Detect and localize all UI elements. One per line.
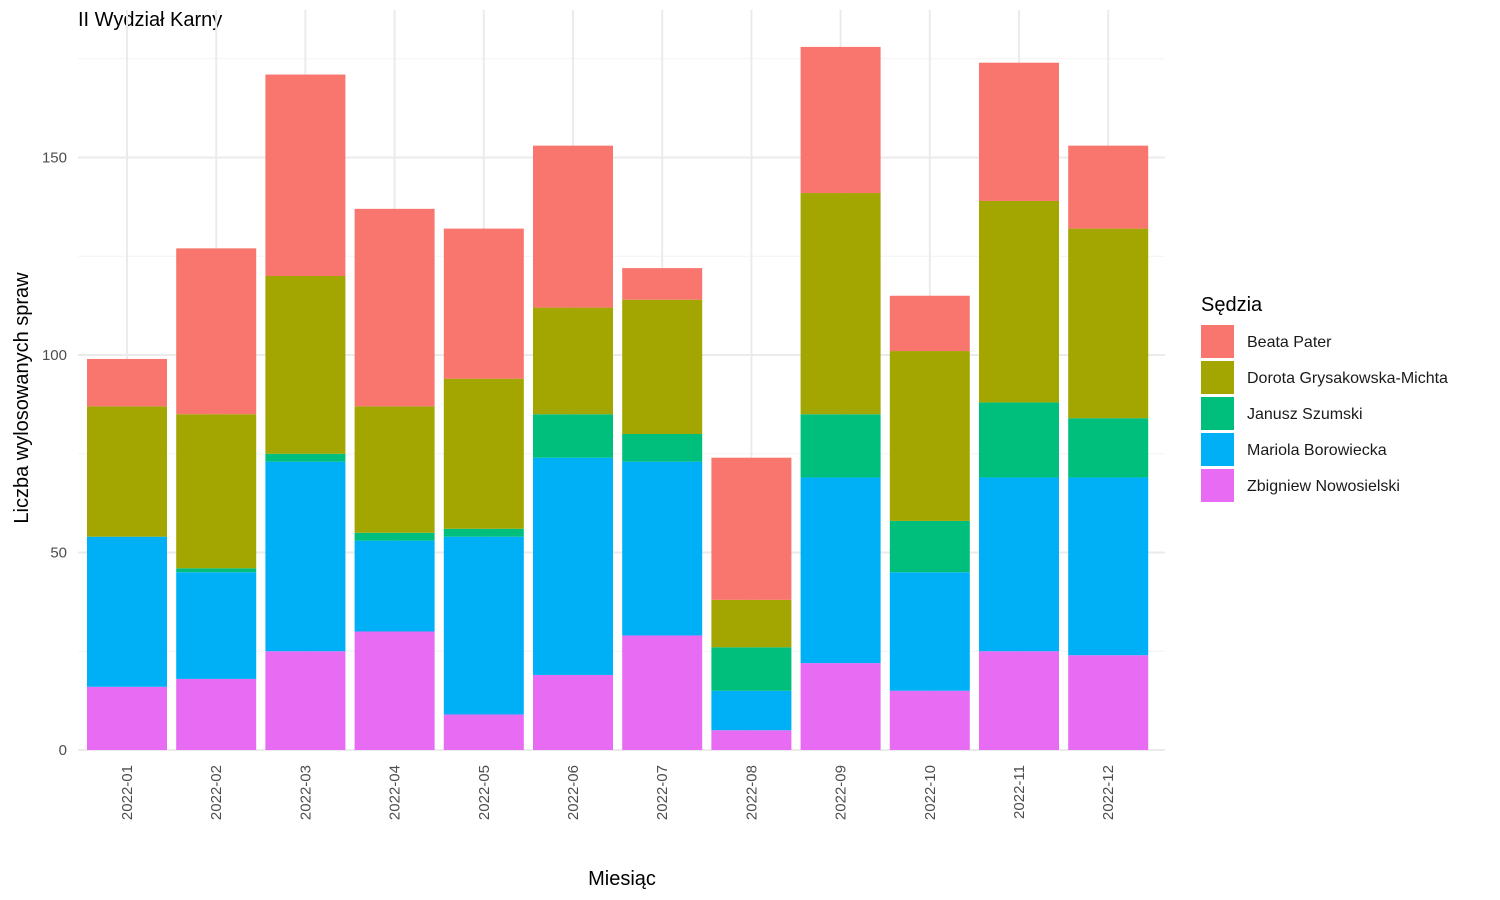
- bar-segment: [1068, 477, 1149, 656]
- legend-swatch: [1201, 397, 1234, 430]
- bar-segment: [176, 414, 257, 569]
- bar-segment: [800, 414, 881, 478]
- bar-segment: [1068, 655, 1149, 750]
- x-tick-label: 2022-03: [297, 765, 314, 820]
- bar-segment: [979, 477, 1059, 652]
- bar-segment: [265, 276, 346, 454]
- bar-segment: [533, 307, 613, 415]
- bar-segment: [354, 208, 435, 407]
- y-tick-label: 100: [42, 347, 67, 364]
- bar-segment: [1068, 418, 1149, 478]
- bar-segment: [354, 406, 435, 533]
- legend-swatch: [1201, 361, 1234, 394]
- bar-segment: [265, 461, 346, 652]
- bar-segment: [622, 461, 703, 636]
- legend-swatch: [1201, 469, 1234, 502]
- bar-segment: [711, 730, 792, 750]
- bar-segment: [176, 678, 257, 750]
- x-tick-label: 2022-11: [1011, 765, 1028, 819]
- x-tick-label: 2022-02: [208, 765, 225, 820]
- bar-segment: [800, 477, 881, 664]
- bar-segment: [533, 674, 613, 750]
- bar-segment: [354, 540, 435, 632]
- bar-segment: [889, 295, 970, 352]
- x-tick-label: 2022-01: [119, 765, 136, 820]
- bar-segment: [533, 145, 613, 308]
- bar-segment: [87, 358, 167, 407]
- bar-segment: [711, 690, 792, 731]
- bar-segment: [711, 599, 792, 648]
- bar-segment: [800, 46, 881, 194]
- x-tick-label: 2022-04: [387, 765, 404, 820]
- legend-label: Janusz Szumski: [1247, 406, 1363, 423]
- legend-label: Dorota Grysakowska-Michta: [1247, 370, 1448, 387]
- bar-segment: [443, 714, 524, 750]
- bar-segment: [176, 248, 257, 415]
- bar-segment: [176, 572, 257, 679]
- bar-segment: [622, 635, 703, 750]
- bar-segment: [1068, 228, 1149, 419]
- bar-segment: [443, 378, 524, 529]
- bar-segment: [889, 690, 970, 750]
- bar-segment: [979, 62, 1059, 201]
- bar-segment: [533, 414, 613, 458]
- legend-swatch: [1201, 433, 1234, 466]
- y-axis-ticks: 0 50 100 150: [42, 150, 67, 760]
- y-tick-label: 150: [42, 150, 67, 167]
- y-tick-label: 0: [59, 742, 67, 759]
- bar-segment: [622, 268, 703, 300]
- bar-segment: [443, 228, 524, 379]
- bar-segment: [354, 532, 435, 541]
- bar-segment: [622, 299, 703, 434]
- bar-segment: [87, 406, 167, 537]
- bar-segment: [889, 351, 970, 521]
- bar-segment: [622, 434, 703, 462]
- legend: Sędzia Beata Pater Dorota Grysakowska-Mic…: [1201, 294, 1448, 502]
- y-axis-title: Liczba wylosowanych spraw: [11, 272, 33, 524]
- legend-label: Beata Pater: [1247, 334, 1332, 351]
- x-tick-label: 2022-06: [565, 765, 582, 820]
- bar-segment: [265, 74, 346, 276]
- y-tick-label: 50: [50, 545, 67, 562]
- bar-segment: [979, 651, 1059, 750]
- bar-segment: [889, 572, 970, 691]
- bar-segment: [1068, 145, 1149, 229]
- x-tick-label: 2022-05: [476, 765, 493, 820]
- legend-swatch: [1201, 325, 1234, 358]
- bars: [87, 46, 1149, 750]
- x-axis-title: Miesiąc: [588, 868, 656, 890]
- x-tick-label: 2022-09: [833, 765, 850, 820]
- bar-segment: [265, 453, 346, 462]
- legend-label: Mariola Borowiecka: [1247, 442, 1387, 459]
- bar-segment: [800, 193, 881, 415]
- bar-segment: [87, 686, 167, 750]
- x-tick-label: 2022-08: [743, 765, 760, 820]
- bar-segment: [176, 568, 257, 573]
- x-tick-label: 2022-10: [922, 765, 939, 820]
- bar-segment: [711, 457, 792, 600]
- legend-label: Zbigniew Nowosielski: [1247, 478, 1400, 495]
- bar-segment: [889, 520, 970, 573]
- bar-segment: [443, 528, 524, 537]
- bar-segment: [979, 200, 1059, 403]
- bar-segment: [443, 536, 524, 715]
- x-tick-label: 2022-12: [1100, 765, 1117, 820]
- bar-segment: [265, 651, 346, 750]
- bar-segment: [800, 663, 881, 750]
- bar-segment: [87, 536, 167, 687]
- x-axis-ticks: 2022-01 2022-02 2022-03 2022-04 2022-05 2022-…: [119, 765, 1117, 820]
- bar-segment: [711, 647, 792, 691]
- bar-segment: [354, 631, 435, 750]
- bar-segment: [979, 402, 1059, 478]
- legend-title: Sędzia: [1201, 294, 1263, 316]
- chart-title: II Wydział Karny: [78, 9, 222, 31]
- x-tick-label: 2022-07: [654, 765, 671, 820]
- bar-segment: [533, 457, 613, 675]
